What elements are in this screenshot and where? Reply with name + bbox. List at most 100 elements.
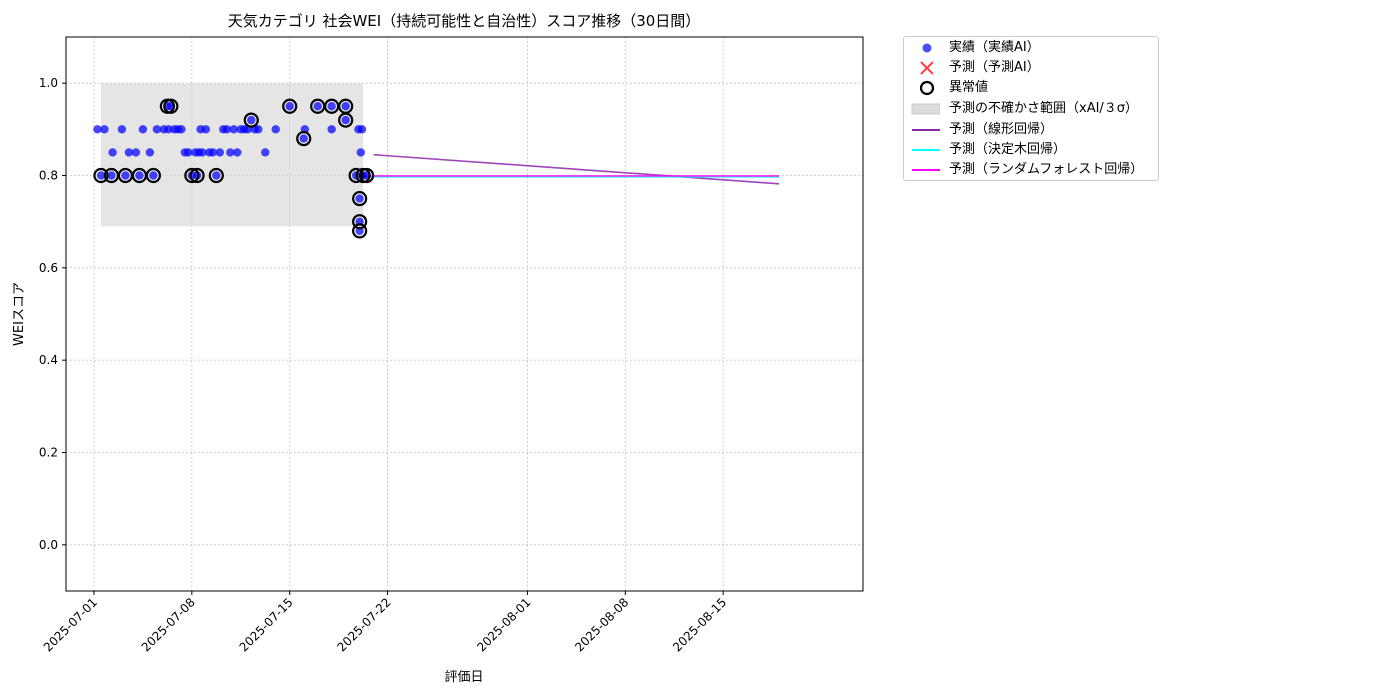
anomaly-ring (189, 167, 205, 184)
actual-point (201, 125, 211, 134)
x-tick-label: 2025-07-22 (334, 595, 393, 654)
actual-point (226, 148, 235, 157)
legend-marker-uncertainty (911, 103, 940, 115)
actual-point (93, 125, 102, 134)
anomaly-ring (145, 167, 161, 184)
legend-marker-predicted (920, 61, 934, 75)
anomaly-ring (348, 167, 364, 184)
actual-point (100, 125, 109, 134)
actual-point (356, 148, 365, 157)
actual-point (135, 171, 144, 180)
actual-point (285, 102, 294, 111)
legend-label-anomaly: 異常値 (949, 80, 989, 95)
actual-point (184, 148, 193, 157)
forecast-lines-layer (359, 153, 780, 185)
y-tick-label: 0.8 (39, 169, 58, 183)
actual-point (152, 125, 162, 134)
linear-regression-line (373, 153, 780, 185)
legend-marker-actual (922, 43, 932, 53)
y-tick-label: 0.0 (39, 538, 58, 552)
actual-point (313, 102, 322, 111)
actual-point (108, 148, 117, 157)
x-tick-label: 2025-08-08 (572, 595, 631, 654)
anomaly-ring (352, 214, 368, 230)
actual-point (229, 125, 238, 134)
legend-item-tree: 予測（決定木回帰） (904, 140, 1158, 160)
actual-point (341, 102, 350, 111)
actual-point (271, 125, 280, 134)
actual-point (198, 148, 207, 157)
legend-label-tree: 予測（決定木回帰） (949, 142, 1067, 157)
x-tick-label: 2025-07-01 (41, 595, 100, 654)
actual-point (164, 125, 173, 134)
anomaly-ring (163, 98, 179, 114)
actual-point (149, 171, 158, 180)
x-tick-label: 2025-08-01 (474, 595, 533, 654)
anomaly-ring (93, 167, 109, 184)
legend-marker-linear (912, 129, 940, 131)
actual-point (192, 171, 202, 180)
actual-point (96, 171, 106, 180)
actual-point (222, 125, 231, 134)
actual-point (117, 125, 127, 134)
legend-marker-tree (912, 149, 940, 151)
actual-point (107, 171, 116, 180)
y-tick-label: 0.6 (39, 261, 58, 275)
actual-point (247, 115, 256, 125)
x-axis-ticks: 2025-07-01 2025-07-08 2025-07-15 2025-07-22… (41, 591, 729, 654)
actual-point (215, 148, 225, 157)
actual-point (254, 125, 263, 134)
actual-point (233, 148, 242, 157)
actual-point (124, 148, 134, 157)
anomaly-ring (359, 167, 375, 184)
y-axis-label: WEIスコア (12, 282, 27, 346)
legend-item-predicted: 予測（予測AI） (904, 58, 1158, 78)
legend-item-linear: 予測（線形回帰） (904, 120, 1158, 140)
y-tick-label: 1.0 (39, 76, 58, 90)
actual-point (138, 125, 148, 134)
actual-point (327, 125, 336, 134)
x-axis-label: 評価日 (444, 670, 483, 685)
actual-point (355, 194, 364, 203)
actual-point (212, 171, 221, 180)
anomaly-rings-layer (93, 98, 375, 239)
anomaly-ring (352, 190, 368, 207)
anomaly-ring (338, 112, 354, 128)
actual-point (261, 148, 270, 157)
legend-label-forest: 予測（ランダムフォレスト回帰） (949, 162, 1144, 177)
plot-frame (65, 36, 864, 592)
actual-point (208, 148, 218, 157)
legend: 実績（実績AI） 予測（予測AI） 異常値 予測の不確かさ範囲（xAI/３σ） … (903, 36, 1159, 181)
legend-item-anomaly: 異常値 (904, 78, 1158, 98)
x-tick-label: 2025-07-08 (139, 595, 198, 654)
actual-point (177, 125, 186, 134)
legend-label-actual: 実績（実績AI） (949, 40, 1040, 55)
legend-label-linear: 予測（線形回帰） (949, 122, 1054, 137)
anomaly-ring (296, 130, 312, 147)
anomaly-ring (352, 223, 368, 239)
actual-point (299, 134, 308, 143)
actual-point (121, 171, 130, 180)
actual-point (357, 125, 367, 134)
actual-point (341, 115, 350, 125)
legend-marker-forest (912, 169, 940, 171)
legend-label-uncertainty: 予測の不確かさ範囲（xAI/３σ） (949, 101, 1139, 116)
actual-point (131, 148, 141, 157)
legend-label-predicted: 予測（予測AI） (949, 60, 1040, 75)
anomaly-ring (282, 98, 298, 114)
chart-title: 天気カテゴリ 社会WEI（持続可能性と自治性）スコア推移（30日間） (228, 12, 701, 30)
anomaly-ring (208, 167, 224, 184)
legend-item-uncertainty: 予測の不確かさ範囲（xAI/３σ） (904, 99, 1158, 119)
x-tick-label: 2025-07-15 (237, 595, 296, 654)
anomaly-ring (243, 112, 259, 128)
actual-point (327, 102, 336, 111)
y-tick-label: 0.2 (39, 446, 58, 460)
legend-item-actual: 実績（実績AI） (904, 38, 1158, 58)
legend-item-forest: 予測（ランダムフォレスト回帰） (904, 160, 1158, 180)
x-tick-label: 2025-08-15 (670, 595, 729, 654)
y-tick-label: 0.4 (39, 353, 58, 367)
grid-lines (66, 37, 863, 591)
legend-marker-anomaly (919, 80, 935, 96)
actual-point (145, 148, 155, 157)
